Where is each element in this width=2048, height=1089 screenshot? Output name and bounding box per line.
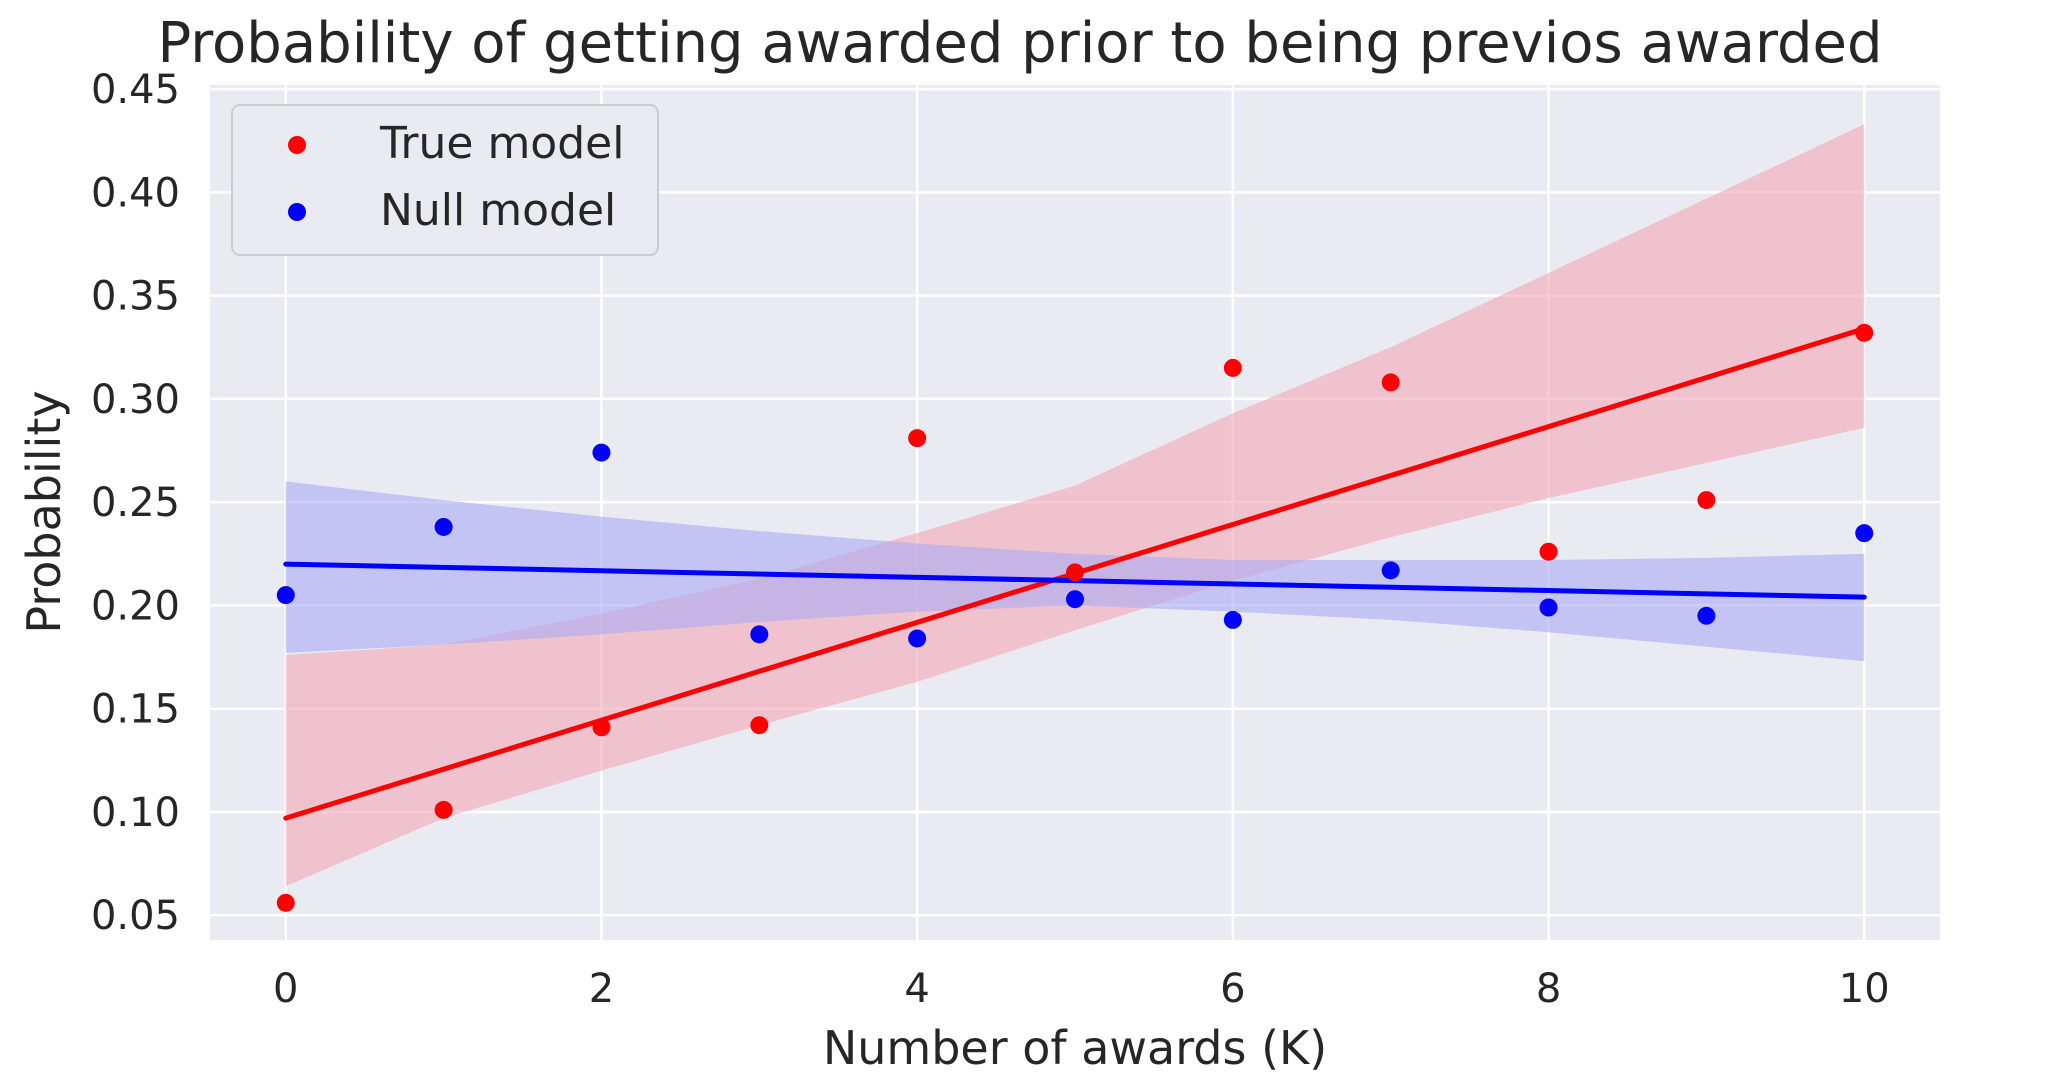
y-tick-label: 0.35 — [91, 274, 180, 320]
point-true-model — [1539, 542, 1558, 561]
legend-marker-null-model — [288, 203, 306, 221]
point-null-model — [908, 629, 927, 648]
point-true-model — [1697, 491, 1716, 510]
x-tick-label: 8 — [1536, 966, 1561, 1012]
point-null-model — [592, 443, 611, 462]
point-null-model — [1223, 610, 1242, 629]
y-tick-label: 0.30 — [91, 377, 180, 423]
point-true-model — [434, 800, 453, 819]
x-tick-label: 4 — [904, 966, 929, 1012]
x-tick-label: 0 — [273, 966, 298, 1012]
point-null-model — [750, 625, 769, 644]
point-null-model — [1539, 598, 1558, 617]
point-true-model — [1223, 358, 1242, 377]
x-tick-label: 10 — [1839, 966, 1890, 1012]
x-axis-label: Number of awards (K) — [823, 1021, 1327, 1075]
y-tick-label: 0.45 — [91, 67, 180, 113]
point-null-model — [276, 586, 295, 605]
legend: True model Null model — [231, 104, 659, 256]
y-axis-label: Probability — [17, 390, 71, 633]
y-tick-label: 0.05 — [91, 893, 180, 939]
y-tick-label: 0.20 — [91, 583, 180, 629]
legend-marker-true-model — [288, 136, 306, 154]
legend-label-null-model: Null model — [380, 185, 616, 236]
point-null-model — [1855, 524, 1874, 543]
point-null-model — [434, 517, 453, 536]
y-tick-label: 0.15 — [91, 687, 180, 733]
point-null-model — [1066, 590, 1084, 609]
point-true-model — [276, 893, 295, 912]
x-tick-label: 2 — [589, 966, 614, 1012]
chart-title: Probability of getting awarded prior to … — [157, 11, 1882, 76]
point-true-model — [1381, 373, 1400, 392]
y-tick-label: 0.40 — [91, 170, 180, 216]
point-true-model — [1855, 323, 1874, 342]
legend-box — [231, 104, 659, 256]
x-tick-label: 6 — [1220, 966, 1245, 1012]
y-tick-labels: 0.05 0.10 0.15 0.20 0.25 0.30 0.35 0.40 0.45 — [91, 67, 180, 939]
point-null-model — [1697, 606, 1716, 625]
point-true-model — [908, 429, 927, 448]
y-tick-label: 0.10 — [91, 790, 180, 836]
x-tick-labels: 0 2 4 6 8 10 — [273, 966, 1890, 1012]
point-true-model — [592, 718, 611, 737]
point-true-model — [750, 716, 769, 735]
legend-label-true-model: True model — [379, 118, 624, 169]
point-true-model — [1066, 563, 1084, 582]
point-null-model — [1381, 561, 1400, 580]
y-tick-label: 0.25 — [91, 480, 180, 526]
data-points — [276, 323, 1874, 912]
